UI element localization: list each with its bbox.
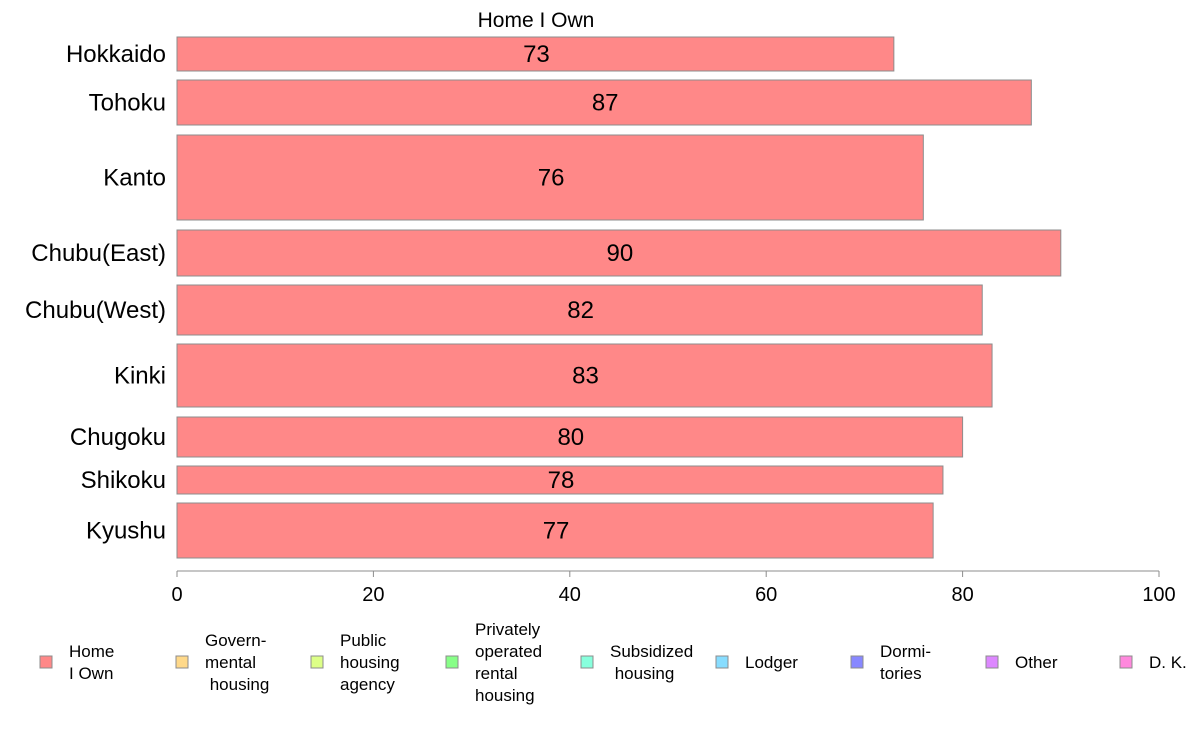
legend-label: Home I Own xyxy=(69,642,114,683)
legend-label-line: mental xyxy=(205,653,256,672)
x-axis: 0 20 40 60 80 100 xyxy=(171,570,1176,606)
data-label: 90 xyxy=(607,240,634,267)
legend-swatch xyxy=(1119,655,1133,669)
data-label: 80 xyxy=(557,424,584,451)
legend-label-line: Other xyxy=(1015,653,1058,672)
bar-chubu-west xyxy=(176,284,983,336)
legend-swatch xyxy=(310,655,324,669)
bar-shikoku xyxy=(176,465,944,495)
legend-label-line: tories xyxy=(880,664,922,683)
legend: Home I Own Govern-mental housing Public hous… xyxy=(39,620,1187,705)
legend-swatch xyxy=(580,655,594,669)
category-label: Kanto xyxy=(103,165,166,192)
category-label: Kyushu xyxy=(86,518,166,545)
legend-label: Public housing agency xyxy=(340,631,400,694)
x-tick-label: 40 xyxy=(559,584,581,606)
legend-swatch xyxy=(445,655,459,669)
category-label: Chubu(East) xyxy=(31,240,166,267)
chart-title: Home I Own xyxy=(478,9,595,32)
bar-chugoku xyxy=(176,416,964,458)
legend-label: Subsidized housing xyxy=(610,642,693,683)
category-label: Chugoku xyxy=(70,424,166,451)
legend-label: Other xyxy=(1015,653,1058,672)
category-label: Kinki xyxy=(114,363,166,390)
legend-label-line: Home xyxy=(69,642,114,661)
legend-label: Lodger xyxy=(745,653,798,672)
category-label: Chubu(West) xyxy=(25,297,166,324)
legend-label-line: Lodger xyxy=(745,653,798,672)
legend-label-line: D. K. xyxy=(1149,653,1187,672)
legend-label-line: Govern- xyxy=(205,631,266,650)
bar-kanto xyxy=(176,134,924,221)
bar-chubu-east xyxy=(176,229,1062,277)
bar-hokkaido xyxy=(176,36,895,72)
x-tick-label: 60 xyxy=(755,584,777,606)
legend-label-line: agency xyxy=(340,675,395,694)
legend-label: Govern-mental housing xyxy=(205,631,269,694)
data-label: 82 xyxy=(567,297,594,324)
data-label: 73 xyxy=(523,41,550,68)
legend-label-line: rental xyxy=(475,664,518,683)
category-label: Shikoku xyxy=(81,467,166,494)
bars-group: Hokkaido 73 Tohoku 87 Kanto 76 Chubu(East) 90 Ch… xyxy=(25,36,1062,559)
legend-label-line: housing xyxy=(475,686,535,705)
legend-label-line: Privately xyxy=(475,620,541,639)
data-label: 87 xyxy=(592,90,619,117)
legend-label-line: housing xyxy=(610,664,674,683)
legend-label: Dormi-tories xyxy=(880,642,931,683)
legend-swatch xyxy=(175,655,189,669)
legend-label-line: operated xyxy=(475,642,542,661)
legend-label: Privately operated rental housing xyxy=(475,620,542,705)
x-tick-label: 20 xyxy=(362,584,384,606)
category-label: Hokkaido xyxy=(66,41,166,68)
x-tick-label: 100 xyxy=(1142,584,1175,606)
bar-kyushu xyxy=(176,502,934,559)
x-tick-label: 0 xyxy=(171,584,182,606)
legend-label-line: Dormi- xyxy=(880,642,931,661)
legend-swatch xyxy=(715,655,729,669)
legend-swatch xyxy=(39,655,53,669)
legend-label-line: Subsidized xyxy=(610,642,693,661)
legend-swatch xyxy=(850,655,864,669)
category-label: Tohoku xyxy=(89,90,166,117)
legend-label-line: I Own xyxy=(69,664,113,683)
data-label: 77 xyxy=(543,518,570,545)
legend-swatch xyxy=(985,655,999,669)
legend-label-line: Public xyxy=(340,631,387,650)
legend-label-line: housing xyxy=(340,653,400,672)
data-label: 83 xyxy=(572,363,599,390)
legend-label-line: housing xyxy=(205,675,269,694)
x-tick-label: 80 xyxy=(951,584,973,606)
bar-tohoku xyxy=(176,79,1032,126)
bar-kinki xyxy=(176,343,993,408)
data-label: 76 xyxy=(538,165,565,192)
data-label: 78 xyxy=(548,467,575,494)
legend-label: D. K. xyxy=(1149,653,1187,672)
